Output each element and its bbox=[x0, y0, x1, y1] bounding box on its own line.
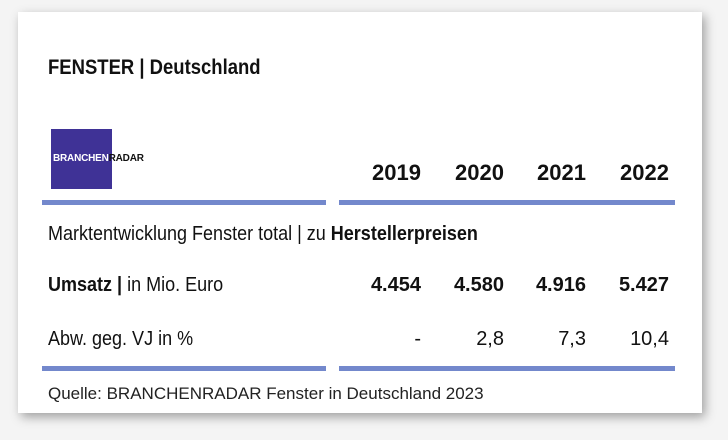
branchenradar-logo bbox=[51, 129, 112, 189]
source-note: Quelle: BRANCHENRADAR Fenster in Deutsch… bbox=[48, 384, 484, 403]
divider bbox=[42, 200, 326, 205]
year-header: 2020 bbox=[455, 160, 504, 185]
row-label: Umsatz | in Mio. Euro bbox=[48, 274, 223, 297]
divider bbox=[42, 366, 326, 371]
section-heading-bold: Herstellerpreisen bbox=[330, 223, 478, 245]
value-cell: - bbox=[414, 328, 421, 350]
value-cell: 4.916 bbox=[535, 274, 586, 296]
page-title: FENSTER | Deutschland bbox=[48, 56, 261, 79]
logo-part2: RADAR bbox=[108, 153, 144, 164]
divider bbox=[339, 200, 675, 205]
market-table-card: FENSTER | Deutschland BRANCHENRADAR 2019… bbox=[18, 12, 702, 413]
row-label-bold: Umsatz | bbox=[48, 274, 123, 296]
row-label-unit: in Mio. Euro bbox=[122, 274, 224, 296]
logo-part1: BRANCHEN bbox=[53, 153, 109, 164]
section-heading-text: Marktentwicklung Fenster total | zu bbox=[48, 223, 331, 245]
section-heading: Marktentwicklung Fenster total | zu Hers… bbox=[48, 223, 478, 246]
row-label: Abw. geg. VJ in % bbox=[48, 328, 194, 350]
value-cell: 10,4 bbox=[630, 328, 669, 350]
year-header: 2021 bbox=[537, 160, 586, 185]
value-cell: 5.427 bbox=[618, 274, 669, 296]
year-header: 2022 bbox=[620, 160, 669, 185]
value-cell: 7,3 bbox=[558, 328, 586, 350]
value-cell: 4.454 bbox=[370, 274, 421, 296]
logo-text: BRANCHENRADAR bbox=[53, 153, 144, 164]
value-cell: 2,8 bbox=[476, 328, 504, 350]
divider bbox=[339, 366, 675, 371]
value-cell: 4.580 bbox=[453, 274, 504, 296]
year-header: 2019 bbox=[372, 160, 421, 185]
